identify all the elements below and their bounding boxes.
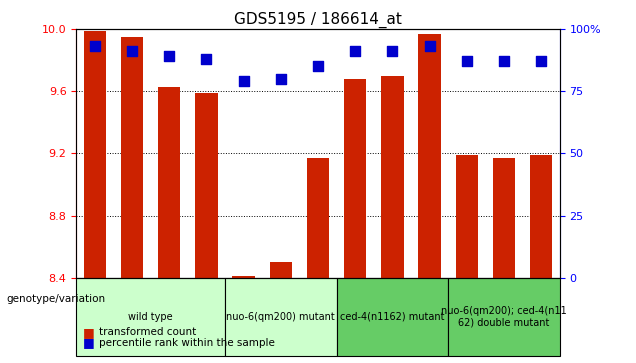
Bar [530, 155, 552, 278]
Bar [84, 30, 106, 278]
Point [536, 58, 546, 64]
Bar [121, 37, 143, 278]
FancyBboxPatch shape [448, 278, 560, 356]
Bar [418, 34, 441, 278]
Text: genotype/variation: genotype/variation [6, 294, 106, 305]
Point [350, 49, 360, 54]
Text: nuo-6(qm200) mutant: nuo-6(qm200) mutant [226, 312, 335, 322]
Text: transformed count: transformed count [99, 327, 196, 337]
Bar [233, 276, 255, 278]
Point [424, 44, 434, 49]
Point [90, 44, 100, 49]
Text: wild type: wild type [128, 312, 173, 322]
Bar [493, 158, 515, 278]
Point [202, 56, 212, 62]
Point [462, 58, 472, 64]
Title: GDS5195 / 186614_at: GDS5195 / 186614_at [234, 12, 402, 28]
Bar [381, 76, 403, 278]
Point [276, 76, 286, 82]
Bar [344, 79, 366, 278]
Point [387, 49, 398, 54]
Point [164, 53, 174, 59]
Bar [195, 93, 218, 278]
Point [127, 49, 137, 54]
Text: ced-4(n1162) mutant: ced-4(n1162) mutant [340, 312, 445, 322]
Text: ■: ■ [83, 326, 94, 339]
FancyBboxPatch shape [225, 278, 336, 356]
Text: ■: ■ [83, 337, 94, 350]
Text: percentile rank within the sample: percentile rank within the sample [99, 338, 275, 348]
Point [499, 58, 509, 64]
Point [313, 64, 323, 69]
Point [238, 78, 249, 84]
FancyBboxPatch shape [336, 278, 448, 356]
FancyBboxPatch shape [76, 278, 225, 356]
Text: nuo-6(qm200); ced-4(n11
62) double mutant: nuo-6(qm200); ced-4(n11 62) double mutan… [441, 306, 567, 328]
Bar [455, 155, 478, 278]
Bar [270, 262, 292, 278]
Bar [158, 87, 181, 278]
Bar [307, 158, 329, 278]
